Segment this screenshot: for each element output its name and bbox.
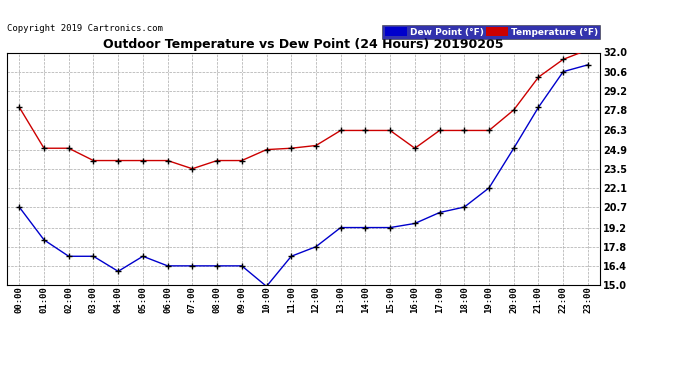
Legend: Dew Point (°F), Temperature (°F): Dew Point (°F), Temperature (°F) (382, 25, 600, 39)
Title: Outdoor Temperature vs Dew Point (24 Hours) 20190205: Outdoor Temperature vs Dew Point (24 Hou… (104, 38, 504, 51)
Text: Copyright 2019 Cartronics.com: Copyright 2019 Cartronics.com (7, 24, 163, 33)
